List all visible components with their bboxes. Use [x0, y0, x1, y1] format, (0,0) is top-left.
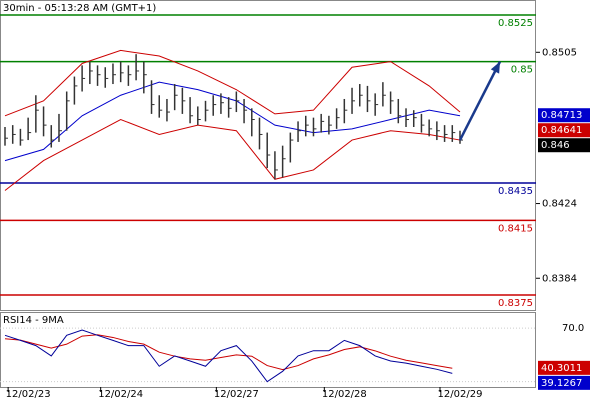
- x-tick-label: 12/02/23: [6, 389, 51, 400]
- y-tick-label: 0.8384: [542, 273, 577, 284]
- level-label: 0.85: [511, 65, 533, 76]
- y-tick-label: 0.8424: [542, 199, 577, 210]
- upper-band: [4, 49, 461, 117]
- price-box-label: 0.84713: [541, 110, 582, 121]
- price-box-label: 40.3011: [541, 363, 582, 374]
- price-box: [538, 108, 590, 123]
- price-box-label: 0.846: [541, 140, 570, 151]
- price-box: [538, 375, 590, 390]
- main-frame: [0, 0, 536, 311]
- price-box: [538, 360, 590, 375]
- level-label: 0.8435: [498, 186, 533, 197]
- y-tick-label: 0.8505: [542, 47, 577, 58]
- rsi-title: RSI14 - 9MA: [3, 315, 64, 326]
- moving-average: [4, 81, 461, 162]
- price-box-label: 0.84641: [541, 125, 582, 136]
- rsi-line: [4, 329, 453, 383]
- rsi-frame: [0, 312, 536, 388]
- x-tick-label: 12/02/28: [322, 389, 367, 400]
- level-label: 0.8415: [498, 223, 533, 234]
- price-box-label: 39.1267: [541, 378, 582, 389]
- lower-band: [4, 118, 461, 191]
- x-tick-label: 12/02/29: [438, 389, 483, 400]
- price-box: [538, 123, 590, 138]
- x-tick-label: 12/02/24: [98, 389, 143, 400]
- arrow-head: [490, 61, 500, 74]
- x-tick-label: 12/02/27: [214, 389, 259, 400]
- level-label: 0.8525: [498, 18, 533, 29]
- price-box: [538, 138, 590, 153]
- y-tick-label: 70.0: [562, 323, 584, 334]
- level-label: 0.8375: [498, 298, 533, 309]
- rsi-ma-line: [4, 334, 453, 371]
- forecast-arrow: [458, 61, 502, 141]
- chart-title: 30min - 05:13:28 AM (GMT+1): [3, 3, 156, 14]
